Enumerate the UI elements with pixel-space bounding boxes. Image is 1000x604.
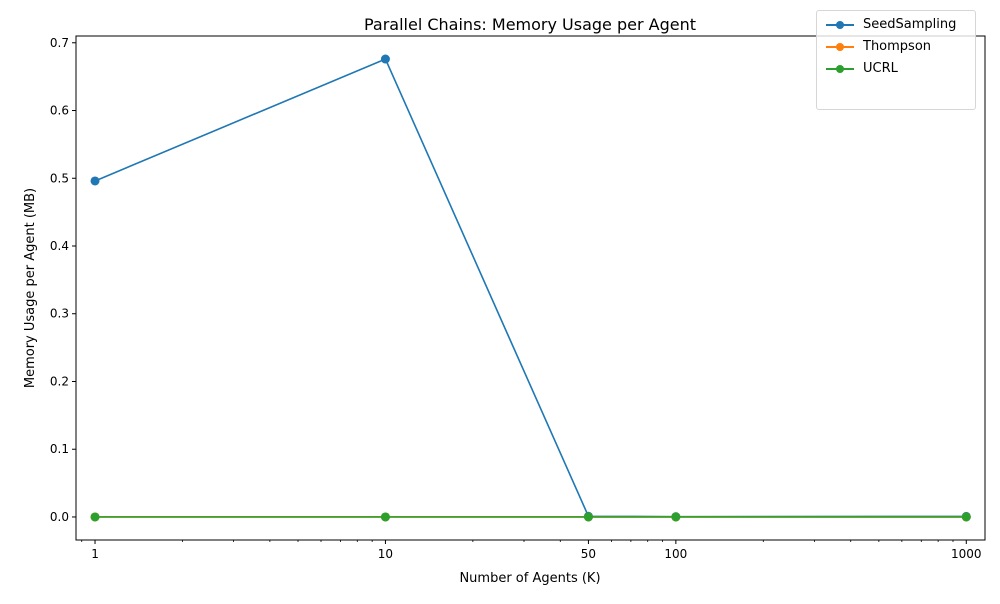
series-layer bbox=[90, 54, 971, 522]
y-tick-label: 0.6 bbox=[50, 104, 69, 118]
x-axis: 1 10 50 100 1000 bbox=[81, 540, 982, 561]
legend: SeedSampling Thompson UCRL bbox=[816, 10, 976, 110]
legend-swatch-marker bbox=[836, 65, 844, 73]
y-tick-label: 0.3 bbox=[50, 307, 69, 321]
data-point-ucrl bbox=[90, 512, 100, 522]
y-tick-label: 0.2 bbox=[50, 374, 69, 388]
chart-title: Parallel Chains: Memory Usage per Agent bbox=[364, 15, 696, 34]
legend-item-seedsampling: SeedSampling bbox=[817, 15, 977, 35]
x-tick-label: 1000 bbox=[951, 547, 982, 561]
legend-item-thompson: Thompson bbox=[817, 37, 977, 57]
y-tick-label: 0.4 bbox=[50, 239, 69, 253]
x-tick-label: 10 bbox=[378, 547, 393, 561]
data-point-seedsampling bbox=[90, 176, 100, 186]
data-point-ucrl bbox=[961, 512, 971, 522]
y-axis: 0.0 0.1 0.2 0.3 0.4 0.5 0.6 0.7 bbox=[50, 36, 76, 524]
y-tick-label: 0.1 bbox=[50, 442, 69, 456]
legend-swatch-marker bbox=[836, 21, 844, 29]
x-tick-label: 1 bbox=[91, 547, 99, 561]
y-tick-label: 0.7 bbox=[50, 36, 69, 50]
y-tick-label: 0.0 bbox=[50, 510, 69, 524]
data-point-seedsampling bbox=[380, 54, 390, 64]
legend-item-ucrl: UCRL bbox=[817, 59, 977, 79]
plot-area-frame bbox=[75, 35, 986, 541]
data-point-ucrl bbox=[380, 512, 390, 522]
y-tick-label: 0.5 bbox=[50, 171, 69, 185]
x-axis-label: Number of Agents (K) bbox=[459, 571, 600, 586]
x-tick-label: 100 bbox=[664, 547, 687, 561]
legend-label: UCRL bbox=[863, 61, 898, 76]
series-line-seedsampling bbox=[94, 57, 967, 518]
data-point-ucrl bbox=[583, 512, 593, 522]
legend-label: Thompson bbox=[863, 39, 932, 54]
x-tick-label: 50 bbox=[581, 547, 596, 561]
legend-label: SeedSampling bbox=[863, 17, 957, 32]
data-point-ucrl bbox=[671, 512, 681, 522]
legend-swatch-marker bbox=[836, 43, 844, 51]
y-axis-label: Memory Usage per Agent (MB) bbox=[23, 188, 38, 388]
